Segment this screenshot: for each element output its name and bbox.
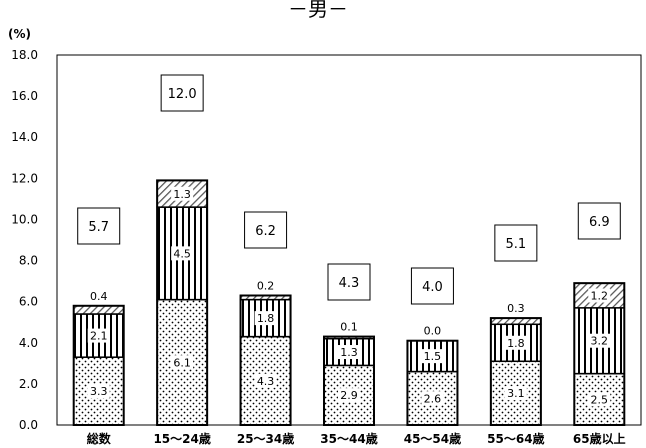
data-label-bg xyxy=(338,388,360,403)
y-axis-unit: (%) xyxy=(8,27,31,41)
data-label-bg xyxy=(421,349,444,364)
data-label-bg xyxy=(504,386,527,401)
total-label: 4.0 xyxy=(422,280,443,295)
x-tick-label: 総数 xyxy=(87,431,112,446)
data-label: 3.3 xyxy=(90,385,108,398)
data-label: 2.1 xyxy=(90,330,108,343)
x-axis-labels: 総数 15～24歳 25～34歳 35～44歳 45～54歳 55～64歳 65歳以上 xyxy=(87,431,626,446)
x-tick-label: 35～44歳 xyxy=(320,431,377,446)
data-label: 2.5 xyxy=(591,393,609,406)
data-label: 2.9 xyxy=(340,389,358,402)
data-label: 0.3 xyxy=(507,302,525,315)
total-label: 12.0 xyxy=(168,87,197,102)
bar-stack: 3.3 2.1 0.4 5.7 xyxy=(72,207,125,426)
data-label: 1.3 xyxy=(340,346,358,359)
x-tick-label: 15～24歳 xyxy=(153,431,210,446)
y-axis-ticks: 0.0 2.0 4.0 6.0 8.0 10.0 12.0 14.0 16.0 18.0 xyxy=(11,48,38,432)
x-tick-label: 45～54歳 xyxy=(404,431,461,446)
data-label: 0.2 xyxy=(257,280,275,293)
bars-group: 3.3 2.1 0.4 5.7 6.1 4.5 1.3 12.0 4.3 1.8 0.2 6.2 2.9… xyxy=(72,74,626,427)
data-label-bg xyxy=(87,384,110,399)
bar-outline xyxy=(156,179,209,426)
data-label: 1.3 xyxy=(173,188,191,201)
y-tick-label: 4.0 xyxy=(19,336,38,350)
bar-outline xyxy=(406,339,459,427)
bar-stack: 4.3 1.8 0.2 6.2 xyxy=(239,211,292,426)
y-tick-label: 16.0 xyxy=(11,89,38,103)
chart-title: －男－ xyxy=(288,0,348,21)
y-tick-label: 8.0 xyxy=(19,254,38,268)
data-label-bg xyxy=(87,288,110,303)
data-label-bg xyxy=(171,355,194,370)
data-label: 4.3 xyxy=(257,375,275,388)
data-label-bg xyxy=(254,311,277,326)
total-label-box xyxy=(327,263,371,301)
total-label-box xyxy=(160,74,204,112)
total-label: 5.1 xyxy=(506,237,527,252)
total-label: 6.9 xyxy=(589,215,610,230)
data-label-bg xyxy=(504,301,527,316)
data-label: 2.6 xyxy=(424,392,442,405)
data-label: 3.1 xyxy=(507,387,525,400)
data-label-bg xyxy=(421,323,444,338)
data-label-bg xyxy=(338,345,360,360)
data-label: 6.1 xyxy=(173,356,191,369)
total-label-box xyxy=(244,211,288,249)
data-label: 1.8 xyxy=(257,312,275,325)
y-tick-label: 12.0 xyxy=(11,171,38,185)
bar-outline xyxy=(72,304,125,426)
total-label: 6.2 xyxy=(255,224,276,239)
y-tick-label: 14.0 xyxy=(11,130,38,144)
data-label: 3.2 xyxy=(591,335,609,348)
data-label-bg xyxy=(588,392,611,407)
total-label-box xyxy=(77,207,121,245)
data-label: 1.8 xyxy=(507,337,525,350)
y-tick-label: 2.0 xyxy=(19,377,38,391)
total-label: 5.7 xyxy=(88,220,109,235)
data-label-bg xyxy=(588,333,611,348)
data-label: 1.2 xyxy=(591,290,609,303)
bar-stack: 2.6 1.5 0.0 4.0 xyxy=(406,267,459,427)
data-label: 0.0 xyxy=(424,325,442,338)
y-tick-label: 18.0 xyxy=(11,48,38,62)
total-label-box xyxy=(494,224,538,262)
data-label-bg xyxy=(504,335,527,350)
bar-stack: 6.1 4.5 1.3 12.0 xyxy=(156,74,209,426)
data-label-bg xyxy=(588,288,611,303)
bar-stack: 2.5 3.2 1.2 6.9 xyxy=(573,202,626,426)
data-label-bg xyxy=(171,246,194,261)
y-tick-label: 0.0 xyxy=(19,418,38,432)
x-tick-label: 55～64歳 xyxy=(487,431,544,446)
total-label: 4.3 xyxy=(339,276,360,291)
bar-outline xyxy=(489,317,542,426)
bar-stack: 3.1 1.8 0.3 5.1 xyxy=(489,224,542,426)
total-label-box xyxy=(410,267,454,305)
data-label: 1.5 xyxy=(424,350,442,363)
data-label-bg xyxy=(254,278,277,293)
bar-outline xyxy=(323,335,375,426)
data-label: 4.5 xyxy=(173,247,191,260)
bar-segment xyxy=(72,305,125,315)
y-tick-label: 10.0 xyxy=(11,212,38,226)
bar-outline xyxy=(239,294,292,426)
data-label-bg xyxy=(254,373,277,388)
total-label-box xyxy=(577,202,621,240)
data-label-bg xyxy=(338,319,360,334)
data-label-bg xyxy=(87,328,110,343)
bar-outline xyxy=(573,282,626,426)
y-tick-label: 6.0 xyxy=(19,295,38,309)
x-tick-label: 65歳以上 xyxy=(573,431,626,446)
x-tick-label: 25～34歳 xyxy=(237,431,294,446)
data-label-bg xyxy=(421,391,444,406)
data-label: 0.1 xyxy=(340,321,358,334)
data-label: 0.4 xyxy=(90,290,108,303)
bar-stack: 2.9 1.3 0.1 4.3 xyxy=(323,263,375,426)
data-label-bg xyxy=(171,186,194,201)
